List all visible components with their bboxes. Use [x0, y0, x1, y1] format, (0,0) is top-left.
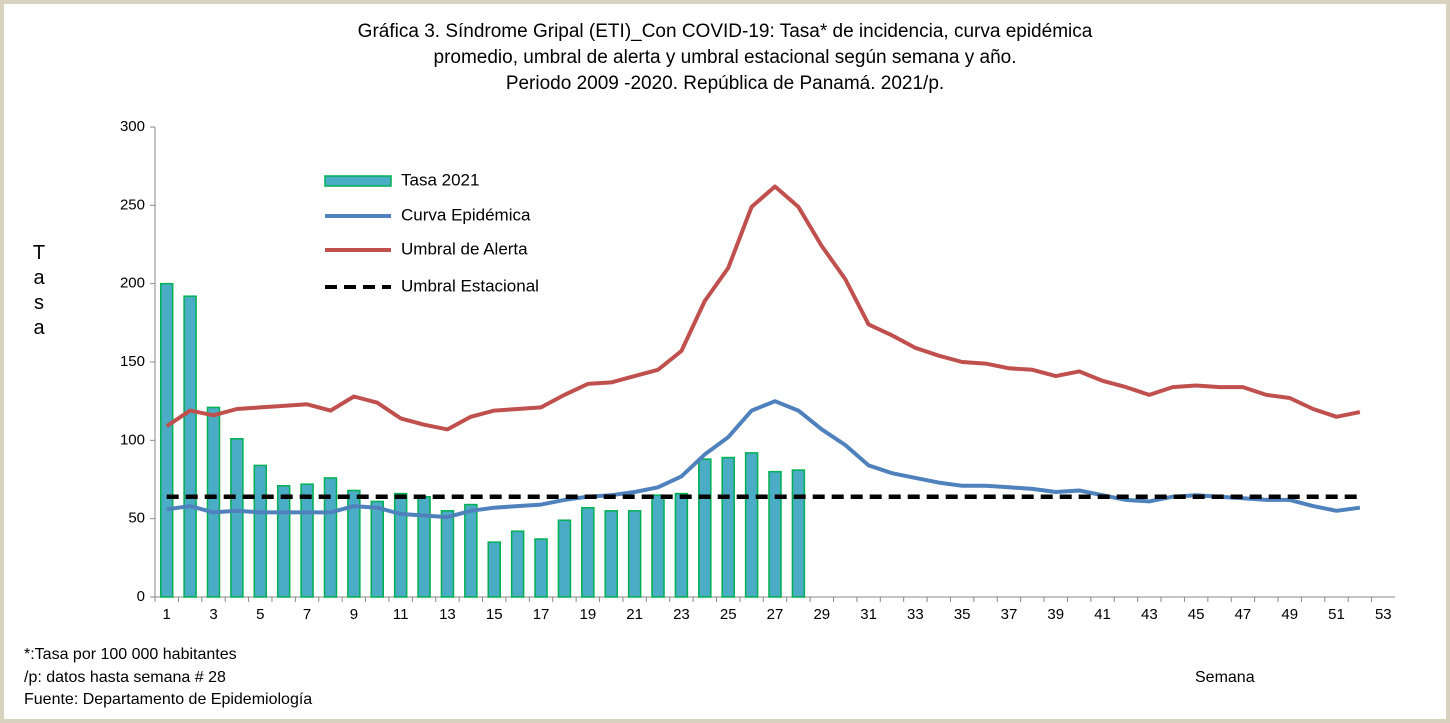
bar [440, 510, 455, 598]
note: Fuente: Departamento de Epidemiología [24, 691, 312, 708]
bar [651, 494, 665, 598]
y-axis-label: Tasa [28, 242, 50, 342]
bar [557, 519, 572, 598]
x-tick-label: 1 [163, 606, 171, 623]
bar [721, 456, 735, 598]
x-tick-label: 53 [1375, 606, 1392, 623]
bar [159, 282, 174, 598]
x-tick-label: 11 [393, 606, 409, 623]
bar [534, 538, 548, 598]
bar [487, 541, 501, 598]
x-tick-label: 45 [1188, 606, 1205, 623]
x-tick-label: 31 [860, 606, 877, 623]
y-tick-label: 100 [120, 431, 145, 448]
bar [510, 530, 525, 598]
bar [183, 295, 197, 598]
line [165, 184, 1361, 432]
x-tick-label: 43 [1141, 606, 1158, 623]
x-tick-label: 33 [907, 606, 924, 623]
bar [627, 510, 642, 598]
bar [674, 492, 689, 598]
x-tick-label: 17 [533, 606, 550, 623]
note: *:Tasa por 100 000 habitantes [24, 646, 237, 663]
bar [347, 489, 361, 598]
x-tick-label: 29 [813, 606, 830, 623]
y-tick-label: 300 [120, 118, 145, 135]
x-tick-label: 27 [767, 606, 784, 623]
bar [206, 406, 221, 598]
bar [768, 470, 782, 598]
x-tick-label: 37 [1001, 606, 1018, 623]
x-tick-label: 35 [954, 606, 971, 623]
y-tick-label: 50 [128, 510, 145, 527]
x-tick-label: 39 [1047, 606, 1064, 623]
bar [230, 438, 244, 598]
line [166, 399, 1361, 520]
bar [744, 452, 759, 598]
legend-label: Curva Epidémica [401, 205, 531, 224]
bar [604, 510, 618, 598]
bar [276, 485, 291, 598]
x-tick-label: 23 [673, 606, 690, 623]
bar [698, 458, 712, 598]
x-tick-label: 9 [350, 606, 358, 623]
y-tick-label: 0 [137, 588, 145, 605]
bar [393, 492, 408, 598]
x-tick-label: 25 [720, 606, 737, 623]
legend-swatch [324, 175, 392, 187]
x-tick-label: 13 [439, 606, 456, 623]
y-tick-label: 250 [120, 196, 145, 213]
x-tick-label: 15 [486, 606, 503, 623]
bar [253, 464, 268, 598]
legend-label: Umbral Estacional [401, 276, 539, 295]
x-tick-label: 49 [1281, 606, 1298, 623]
legend-label: Tasa 2021 [401, 170, 479, 189]
bar [581, 506, 595, 598]
legend-label: Umbral de Alerta [401, 239, 528, 258]
x-tick-label: 51 [1328, 606, 1345, 623]
x-tick-label: 21 [626, 606, 643, 623]
note: /p: datos hasta semana # 28 [24, 669, 226, 686]
x-tick-label: 19 [579, 606, 596, 623]
x-tick-label: 3 [209, 606, 217, 623]
y-tick-label: 200 [120, 275, 145, 292]
bar [370, 500, 385, 598]
bar [791, 469, 806, 598]
bar [417, 495, 431, 598]
chart-title: Periodo 2009 -2020. República de Panamá.… [506, 73, 944, 94]
bar [323, 477, 338, 598]
chart-title: Gráfica 3. Síndrome Gripal (ETI)_Con COV… [358, 21, 1093, 42]
y-tick-label: 150 [120, 353, 145, 370]
x-tick-label: 41 [1094, 606, 1111, 623]
chart-title: promedio, umbral de alerta y umbral esta… [434, 47, 1017, 68]
x-tick-label: 7 [303, 606, 311, 623]
x-axis-label: Semana [1195, 669, 1255, 686]
x-tick-label: 5 [256, 606, 264, 623]
x-tick-label: 47 [1235, 606, 1252, 623]
bar [300, 483, 314, 598]
bar [464, 503, 478, 598]
